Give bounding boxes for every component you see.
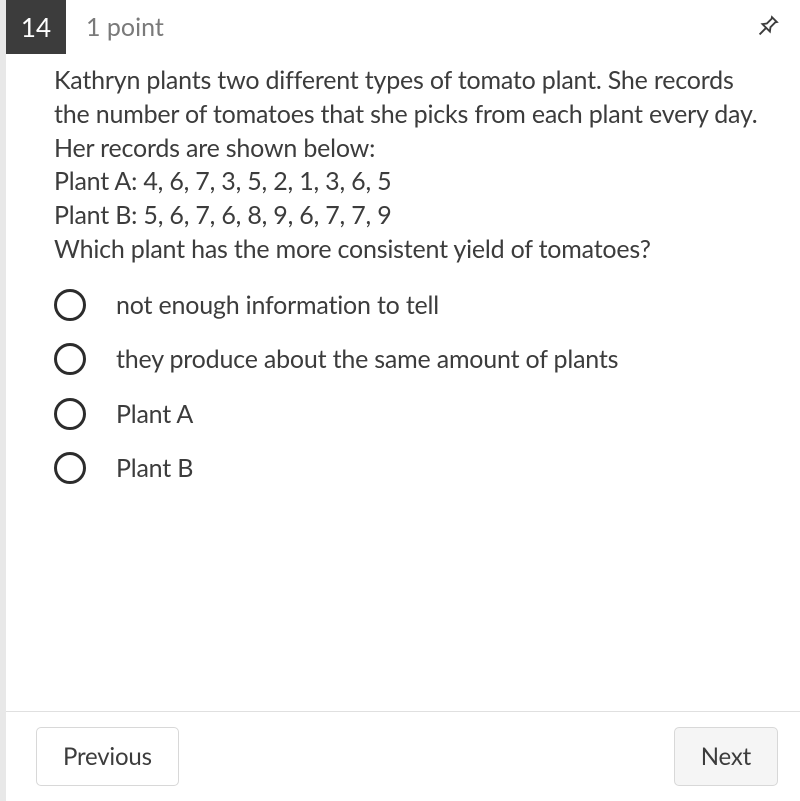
radio-icon	[54, 452, 86, 484]
points-label: 1 point	[86, 12, 164, 42]
left-edge-strip	[0, 0, 6, 801]
options-list: not enough information to tell they prod…	[54, 287, 772, 485]
question-container: 14 1 point Kathryn plants two different …	[0, 0, 800, 485]
radio-icon	[54, 343, 86, 375]
question-content: Kathryn plants two different types of to…	[6, 54, 800, 485]
question-number: 14	[21, 11, 51, 43]
pin-icon	[753, 13, 781, 41]
radio-icon	[54, 289, 86, 321]
option-label: Plant B	[116, 450, 193, 485]
pin-button[interactable]	[752, 12, 782, 42]
next-button[interactable]: Next	[674, 727, 778, 786]
option-label: not enough information to tell	[116, 287, 439, 322]
option-2[interactable]: Plant A	[54, 396, 772, 431]
option-3[interactable]: Plant B	[54, 450, 772, 485]
radio-icon	[54, 398, 86, 430]
option-label: Plant A	[116, 396, 193, 431]
question-text: Kathryn plants two different types of to…	[54, 64, 772, 267]
option-label: they produce about the same amount of pl…	[116, 341, 618, 376]
option-1[interactable]: they produce about the same amount of pl…	[54, 341, 772, 376]
question-header: 14 1 point	[6, 0, 800, 54]
option-0[interactable]: not enough information to tell	[54, 287, 772, 322]
nav-footer: Previous Next	[6, 711, 800, 801]
question-number-badge: 14	[6, 0, 66, 54]
previous-button[interactable]: Previous	[36, 727, 179, 786]
